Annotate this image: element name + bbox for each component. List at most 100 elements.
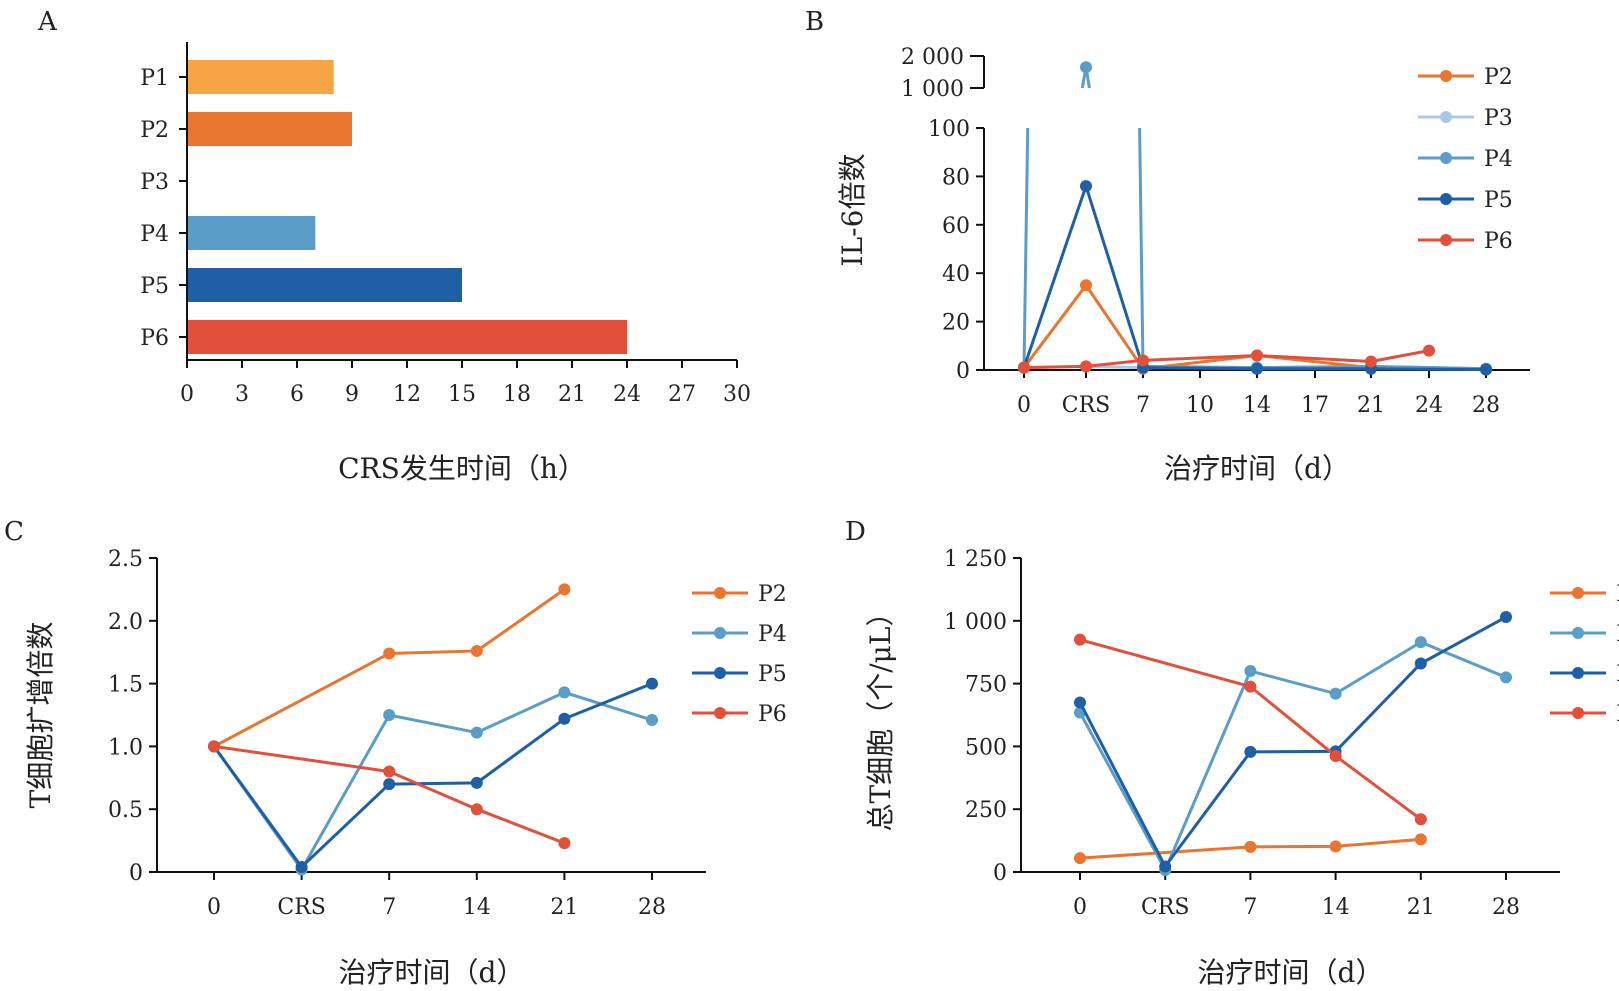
panel-a-bar-p1 [188,60,334,94]
panel-b-y-tick-label: 2 000 [901,45,964,70]
panel-d-point-p4 [1244,665,1257,678]
panel-d-series-line-p6 [1079,638,1422,821]
panel-d-legend-label-p5: P5 [1616,662,1619,687]
panel-b-x-tick-label: 0 [1017,393,1031,418]
panel-b-legend-marker-p3 [1440,111,1452,123]
panel-b-legend-label-p4: P4 [1484,147,1513,172]
panel-d-y-tick-label: 1 250 [944,547,1007,572]
panel-b-point-p4 [1080,61,1092,74]
panel-b-x-tick-label: 10 [1186,393,1214,418]
panel-c-letter: C [4,517,24,547]
panel-d-x-tick-label: 0 [1073,895,1087,920]
panel-c-y-tick-label: 1.0 [108,735,143,760]
panel-d-point-p2 [1244,840,1257,853]
panel-b-y-tick-label: 100 [928,117,970,142]
panel-b-x-tick-label: 28 [1472,393,1500,418]
panel-b-y-tick-label: 80 [942,165,970,190]
panel-d-y-tick-label: 500 [965,735,1007,760]
panel-a-category-label-p4: P4 [140,222,169,247]
panel-d-legend-label-p2: P2 [1616,582,1619,607]
panel-b-legend-marker-p6 [1440,234,1452,246]
panel-d-point-p6 [1244,680,1257,693]
panel-c-series-line-p4 [212,690,653,873]
panel-d-point-p2 [1329,840,1342,853]
panel-a-bar-p4 [188,216,316,250]
panel-d-point-p4 [1329,687,1342,700]
panel-d-point-p2 [1074,852,1086,865]
panel-a-x-tick-label: 0 [180,382,194,407]
panel-a-x-tick-label: 3 [235,382,249,407]
panel-d-series-line-p4 [1078,640,1507,874]
panel-c-x-tick-label: 21 [550,895,578,920]
panel-b-series-line-p5 [1084,185,1145,369]
panel-c-y-tick-label: 0 [129,861,143,886]
panel-d-point-p6 [1414,813,1427,826]
panel-b-y-tick-label: 1 000 [901,77,964,102]
panel-b-y-axis-title: IL-6倍数 [836,154,869,267]
panel-a-x-tick-label: 15 [448,382,476,407]
panel-c-series-line-p5 [212,682,653,870]
panel-c-legend-marker-p5 [714,667,726,679]
panel-c-legend-marker-p4 [714,627,726,639]
panel-b-x-tick-label: 24 [1415,393,1443,418]
panel-a-bar-p6 [188,320,627,354]
panel-a-x-tick-label: 27 [668,382,696,407]
panel-a-category-label-p5: P5 [140,274,169,299]
panel-d-x-tick-label: 28 [1492,895,1520,920]
panel-d-y-axis-title: 总T细胞（个/μL） [864,599,897,832]
panel-a-bar-p2 [188,112,352,146]
panel-c-y-axis-title: T细胞扩增倍数 [24,622,57,809]
panel-d-point-p6 [1329,749,1342,762]
panel-d-x-tick-label: 21 [1407,895,1435,920]
panel-c-legend-marker-p2 [714,587,726,599]
panel-c-point-p4 [646,714,658,727]
panel-b-series-line-p6 [1370,349,1430,364]
panel-c-point-p5 [295,860,308,873]
panel-d-point-p5 [1159,860,1172,873]
panel-c-point-p4 [470,726,483,739]
panel-d-point-p5 [1500,611,1512,624]
panel-a-category-label-p3: P3 [140,170,169,195]
panel-b-legend-label-p2: P2 [1484,65,1513,90]
panel-b-series-line-p6 [1256,353,1372,364]
panel-c-point-p5 [558,712,571,725]
panel-d-legend-marker-p6 [1572,707,1584,719]
panel-b-legend-label-p6: P6 [1484,229,1513,254]
panel-b-letter: B [805,7,824,37]
panel-b-point-p6 [1137,354,1149,367]
panel-b-point-p6 [1018,361,1030,374]
panel-c-point-p5 [470,776,483,789]
panel-c-x-tick-label: CRS [277,895,325,920]
panel-c-legend-label-p5: P5 [758,662,787,687]
panel-a-x-tick-label: 24 [613,382,641,407]
panel-c-point-p5 [383,778,396,791]
panel-b-x-axis-title: 治疗时间（d） [1164,452,1350,485]
panel-c-point-p2 [383,647,396,660]
panel-a-x-tick-label: 18 [503,382,531,407]
panel-d-legend-marker-p5 [1572,667,1584,679]
panel-b-x-tick-label: CRS [1062,393,1110,418]
panel-b-legend-label-p5: P5 [1484,188,1513,213]
panel-b-legend-marker-p5 [1440,193,1452,205]
panel-d-x-tick-label: 7 [1243,895,1257,920]
panel-c-legend-marker-p6 [714,707,726,719]
panel-d-y-tick-label: 750 [965,673,1007,698]
panel-b-x-tick-label: 14 [1243,393,1271,418]
panel-c-y-tick-label: 2.0 [108,610,143,635]
panel-d: D 0 250 500 750 1 000 1 250 0 CRS 7 14 21 28 治疗时间（d） 总… [845,517,1619,989]
panel-b-point-p6 [1423,344,1435,357]
panel-d-point-p4 [1500,671,1512,684]
panel-d-legend-marker-p4 [1572,627,1584,639]
panel-d-legend-marker-p2 [1572,587,1584,599]
panel-c: C 0 0.5 1.0 1.5 2.0 2.5 0 CRS 7 14 21 28 治疗时间（d） T细胞扩增… [4,517,787,989]
panel-d-series-line-p2 [1079,837,1421,860]
panel-b: B 0 20 40 60 80 100 1 000 2 000 0 CRS 7 10 14 17 21 24 28… [805,7,1530,485]
panel-a-letter: A [37,7,58,37]
panel-b-point-p2 [1080,279,1092,292]
panel-d-x-tick-label: CRS [1141,895,1189,920]
panel-c-point-p5 [646,677,658,690]
panel-c-x-tick-label: 28 [638,895,666,920]
panel-d-y-tick-label: 0 [993,861,1007,886]
panel-d-legend-label-p4: P4 [1616,622,1619,647]
